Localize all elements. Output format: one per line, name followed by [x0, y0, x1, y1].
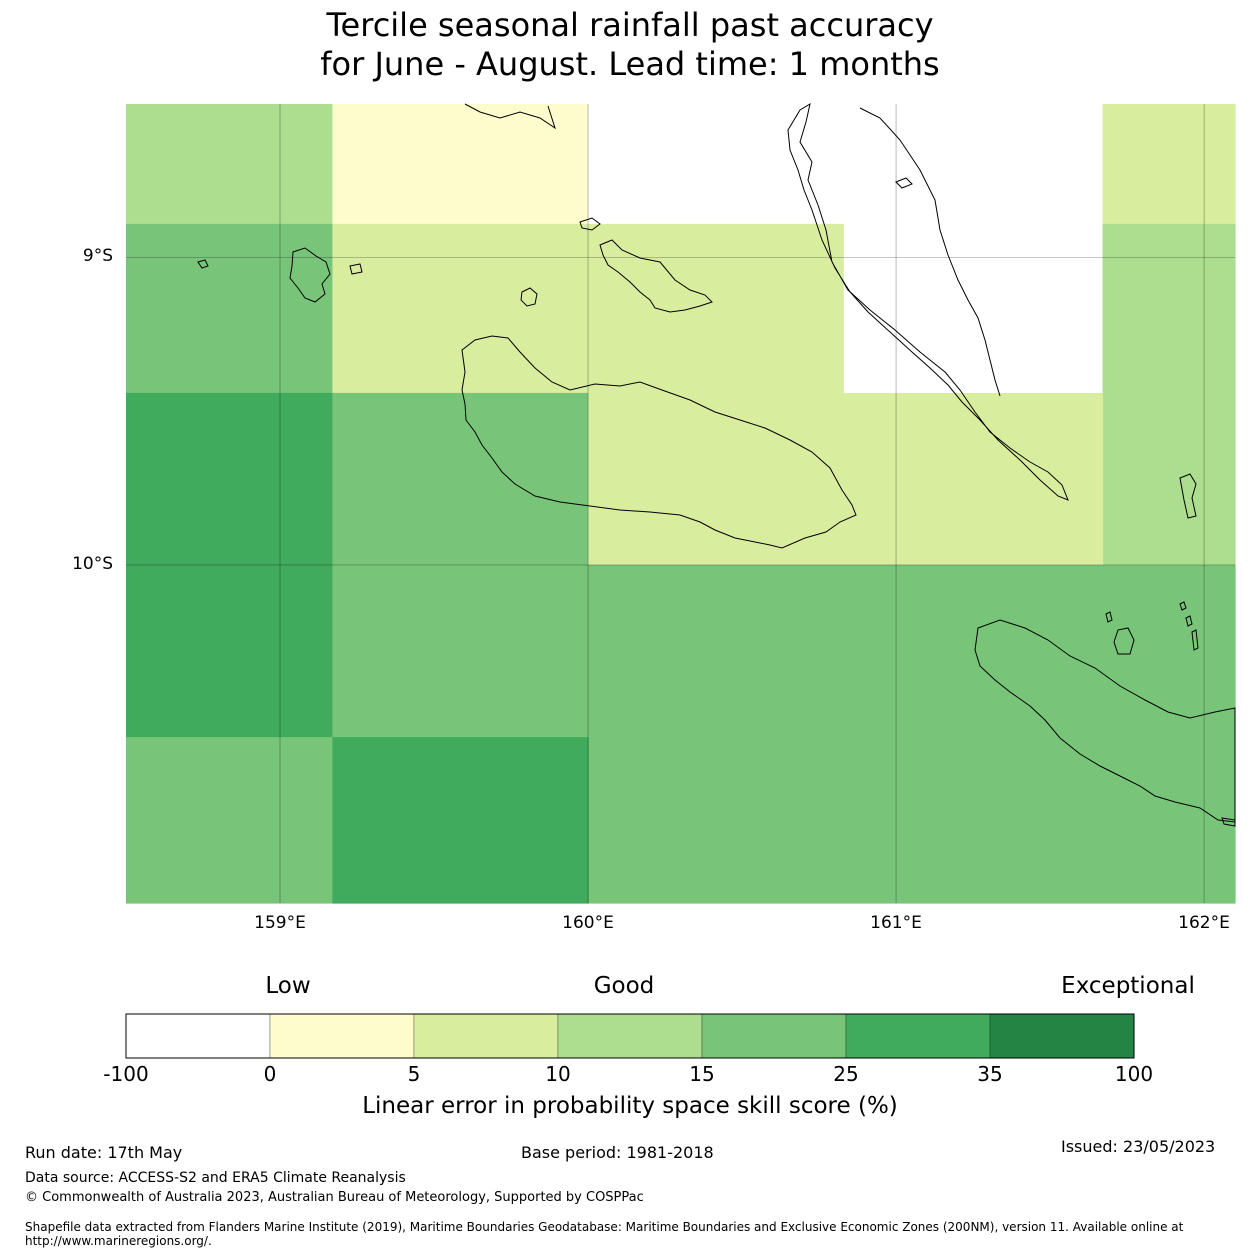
lat-label-10s: 10°S	[72, 554, 113, 574]
colorbar-segment	[125, 1013, 271, 1059]
coastline-guadalcanal	[461, 335, 857, 549]
coastline-santa-isabel-top	[859, 107, 1001, 397]
colorbar-label-good: Good	[593, 973, 655, 999]
colorbar-segment	[557, 1013, 703, 1059]
lon-label-159e: 159°E	[254, 913, 306, 933]
colorbar-tick: -100	[103, 1062, 149, 1086]
coastline-islet	[579, 217, 601, 231]
colorbar-tick: 35	[977, 1062, 1003, 1086]
colorbar-label-exceptional: Exceptional	[1061, 973, 1195, 999]
coastlines	[197, 102, 1236, 827]
colorbar-segment	[413, 1013, 559, 1059]
grid-cell	[843, 223, 1104, 394]
coastline-islet-se4	[1191, 629, 1199, 651]
issued-date: Issued: 23/05/2023	[1061, 1137, 1216, 1156]
data-source: Data source: ACCESS-S2 and ERA5 Climate …	[25, 1170, 406, 1186]
grid-cell	[126, 737, 333, 904]
grid-cell	[588, 565, 1236, 904]
grid-cell	[332, 737, 589, 904]
colorbar	[125, 1013, 1135, 1059]
colorbar-tick: 100	[1114, 1062, 1154, 1086]
grid-cell	[126, 104, 333, 225]
grid-cell	[332, 392, 589, 566]
colorbar-tick: 0	[263, 1062, 277, 1086]
grid-cell	[1102, 223, 1236, 566]
colorbar-frame	[125, 1013, 1135, 1059]
lat-label-9s: 9°S	[82, 246, 113, 266]
coastline-russell-islands	[289, 247, 331, 303]
map-title-line-2: for June - August. Lead time: 1 months	[320, 45, 940, 83]
grid-cell	[332, 223, 845, 394]
colorbar-label-low: Low	[265, 973, 311, 999]
lon-label-161e: 161°E	[870, 913, 922, 933]
copyright: © Commonwealth of Australia 2023, Austra…	[25, 1190, 644, 1205]
coastline-nw-islands	[464, 103, 556, 130]
grid-cell	[332, 565, 589, 738]
coastline-islet-russell	[349, 263, 363, 275]
coastline-santa-isabel	[787, 102, 1069, 501]
colorbar-tick: 5	[407, 1062, 421, 1086]
coastline-islet-se2	[1179, 601, 1187, 611]
lon-label-162e: 162°E	[1178, 913, 1230, 933]
map-title-line-1: Tercile seasonal rainfall past accuracy	[326, 6, 934, 44]
coastline-islet-ne	[895, 177, 913, 189]
grid-cell	[332, 104, 589, 225]
coastline-ugi	[1113, 627, 1135, 655]
coastline-islet-se3	[1185, 615, 1193, 627]
coastline-islet-w	[197, 259, 209, 269]
colorbar-segment	[701, 1013, 847, 1059]
grid-cell	[126, 223, 333, 394]
coastline-malaita-fragment	[1179, 473, 1197, 519]
grid-cell	[126, 392, 333, 738]
colorbar-tick: 15	[689, 1062, 715, 1086]
colorbar-segment	[845, 1013, 991, 1059]
coastline-islet-se1	[1105, 611, 1113, 623]
colorbar-segment	[269, 1013, 415, 1059]
base-period: Base period: 1981-2018	[521, 1143, 714, 1162]
coastline-makira	[974, 619, 1236, 823]
colorbar-title: Linear error in probability space skill …	[362, 1093, 898, 1119]
graticule	[126, 104, 1235, 903]
lon-label-160e: 160°E	[562, 913, 614, 933]
run-date: Run date: 17th May	[25, 1143, 183, 1162]
coastline-florida-islands	[599, 239, 713, 313]
colorbar-tick: 10	[545, 1062, 571, 1086]
grid-cell	[1102, 104, 1236, 225]
grid-cell	[588, 392, 1104, 566]
shapefile-credit: Shapefile data extracted from Flanders M…	[25, 1220, 1184, 1248]
coastline-islet-se5	[1221, 817, 1236, 827]
skill-grid-cells	[126, 104, 1236, 904]
grid-cell	[588, 104, 1104, 225]
colorbar-tick: 25	[833, 1062, 859, 1086]
coastline-savo	[520, 287, 538, 307]
colorbar-segment	[989, 1013, 1135, 1059]
